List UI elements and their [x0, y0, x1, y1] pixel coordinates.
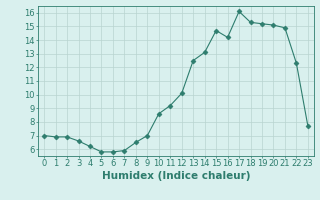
X-axis label: Humidex (Indice chaleur): Humidex (Indice chaleur) — [102, 171, 250, 181]
